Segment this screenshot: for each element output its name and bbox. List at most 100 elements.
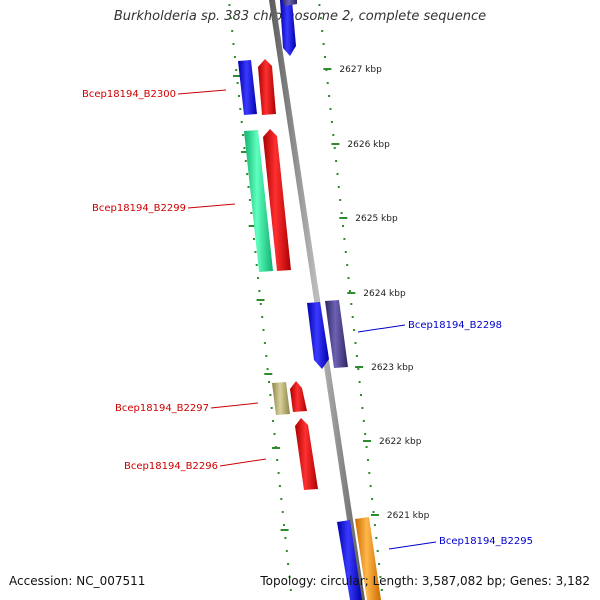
feature-blue-b2295 — [337, 520, 362, 600]
feature-red-b2299 — [263, 129, 291, 271]
gene-label-b2300[interactable]: Bcep18194_B2300 — [82, 89, 176, 100]
scale-tick-mark — [363, 440, 371, 442]
track-dot-left — [239, 108, 242, 110]
feature-purple-b2298 — [325, 300, 348, 368]
leader-line-b2296 — [219, 458, 267, 467]
left-tick-mark — [233, 75, 241, 77]
track-dot-left — [278, 485, 281, 487]
feature-blue-top — [280, 0, 296, 56]
track-dot-left — [236, 82, 239, 84]
gene-label-b2296[interactable]: Bcep18194_B2296 — [124, 461, 218, 472]
scale-tick-mark — [370, 514, 379, 516]
left-tick-mark — [248, 225, 257, 227]
scale-tick-mark — [331, 143, 340, 145]
left-tick-mark — [264, 373, 273, 375]
gene-label-b2295[interactable]: Bcep18194_B2295 — [439, 536, 533, 547]
feature-red-b2300 — [258, 59, 276, 115]
scale-tick-label: 2627 kbp — [339, 65, 382, 75]
scale-tick-label: 2621 kbp — [387, 511, 430, 521]
track-dot-left — [276, 459, 279, 461]
track-dot-left — [229, 17, 232, 19]
track-dot-right — [360, 394, 362, 396]
track-dot-left — [287, 563, 290, 565]
feature-red-b2296 — [295, 418, 318, 490]
track-dot-left — [281, 511, 284, 513]
track-dot-right — [344, 251, 347, 253]
chromosome-backbone — [269, 0, 365, 600]
track-dot-left — [243, 147, 246, 149]
track-dot-left — [257, 277, 260, 279]
track-dot-left — [280, 498, 283, 500]
track-dot-left — [235, 69, 238, 71]
track-dot-right — [319, 17, 322, 19]
feature-orange-b2295 — [355, 517, 381, 600]
track-dot-right — [347, 277, 350, 279]
track-dot-right — [357, 368, 360, 370]
track-dot-left — [232, 43, 235, 45]
track-dot-right — [364, 433, 367, 435]
track-dot-left — [259, 303, 262, 305]
track-dot-right — [375, 537, 378, 539]
track-dot-right — [369, 485, 372, 487]
features — [238, 0, 381, 600]
track-dot-right — [376, 550, 379, 552]
track-dot-right — [355, 355, 358, 357]
leader-line-b2299 — [187, 203, 236, 209]
scale-tick-mark — [355, 366, 364, 368]
track-dot-right — [336, 173, 339, 175]
track-dot-left — [285, 550, 288, 552]
track-dot-left — [273, 433, 276, 435]
track-dot-left — [248, 199, 251, 201]
track-dot-right — [318, 4, 321, 6]
track-dot-left — [289, 589, 292, 591]
track-dot-right — [362, 420, 365, 422]
track-dot-right — [351, 316, 354, 318]
left-tick-mark — [256, 299, 265, 301]
track-dot-right — [361, 407, 364, 409]
scale-tick-mark — [347, 292, 356, 294]
gene-label-b2299[interactable]: Bcep18194_B2299 — [92, 203, 186, 214]
scale-tick-mark — [323, 68, 332, 70]
track-dot-left — [246, 173, 249, 175]
track-dot-right — [328, 95, 331, 97]
track-dot-right — [321, 30, 324, 32]
track-dot-left — [258, 290, 261, 292]
track-dot-left — [242, 134, 245, 136]
scale-tick-label: 2624 kbp — [363, 289, 406, 299]
track-dot-right — [348, 290, 351, 292]
track-dot-right — [365, 446, 368, 448]
leader-line-b2298 — [357, 324, 406, 333]
track-dot-left — [231, 30, 234, 32]
gene-label-b2297[interactable]: Bcep18194_B2297 — [115, 403, 209, 414]
track-dot-right — [329, 108, 332, 110]
track-dot-left — [270, 407, 273, 409]
feature-khaki-b2297 — [272, 382, 290, 415]
left-tick-mark — [241, 151, 249, 153]
track-dot-left — [247, 186, 250, 188]
scale-tick-label: 2623 kbp — [371, 363, 414, 373]
track-dot-right — [342, 225, 344, 227]
track-dot-right — [353, 329, 356, 331]
scale-tick-label: 2626 kbp — [347, 140, 390, 150]
track-dot-right — [371, 498, 374, 500]
track-dot-right — [324, 56, 326, 58]
track-dot-right — [333, 147, 336, 149]
track-dot-left — [228, 4, 231, 6]
dotted-tracks — [228, 4, 383, 591]
track-dot-left — [283, 524, 285, 526]
gene-label-b2298[interactable]: Bcep18194_B2298 — [408, 320, 502, 331]
track-dot-left — [240, 121, 243, 123]
track-dot-left — [238, 95, 240, 97]
track-dot-right — [330, 121, 333, 123]
feature-blue-b2298 — [307, 302, 329, 369]
track-dot-right — [358, 381, 361, 383]
track-dot-right — [350, 303, 353, 305]
track-dot-left — [288, 576, 291, 578]
left-tick-mark — [272, 447, 280, 449]
leader-line-b2300 — [177, 89, 227, 95]
track-dot-right — [332, 134, 335, 136]
track-dot-left — [244, 160, 247, 162]
track-dot-left — [268, 381, 270, 383]
track-dot-left — [254, 251, 257, 253]
